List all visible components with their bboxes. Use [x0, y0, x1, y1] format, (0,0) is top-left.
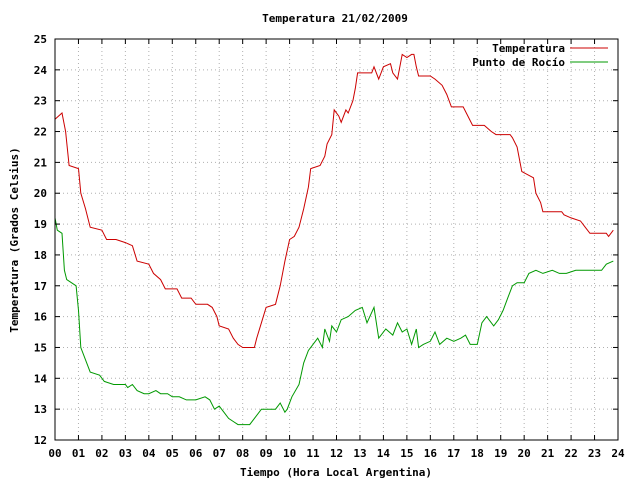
y-tick-label: 13: [34, 403, 47, 416]
axis-ticks: 00 01 02 03 04 05 06 07 08 09 10 11 12 13 14 15 16 17 18 19…: [34, 33, 625, 460]
y-tick-label: 16: [34, 311, 48, 324]
x-tick-label: 07: [213, 447, 226, 460]
x-tick-label: 22: [564, 447, 577, 460]
x-tick-label: 21: [541, 447, 555, 460]
x-tick-label: 24: [611, 447, 625, 460]
series-line-punto-de-rocio: [54, 217, 614, 426]
x-tick-label: 14: [377, 447, 391, 460]
series-lines: [54, 53, 614, 426]
x-tick-label: 09: [260, 447, 273, 460]
y-axis-label: Temperatura (Grados Celsius): [8, 147, 21, 332]
x-tick-label: 00: [48, 447, 61, 460]
x-axis-label: Tiempo (Hora Local Argentina): [240, 466, 432, 479]
legend-label-temperatura: Temperatura: [492, 42, 565, 55]
x-tick-label: 18: [471, 447, 484, 460]
legend: Temperatura Punto de Rocío: [472, 42, 608, 69]
x-tick-label: 12: [330, 447, 343, 460]
y-tick-label: 21: [34, 156, 48, 169]
y-tick-label: 19: [34, 218, 47, 231]
x-tick-label: 11: [306, 447, 320, 460]
x-tick-label: 08: [236, 447, 249, 460]
x-tick-label: 01: [72, 447, 86, 460]
y-tick-label: 15: [34, 341, 47, 354]
y-tick-label: 25: [34, 33, 47, 46]
y-tick-label: 20: [34, 187, 47, 200]
y-tick-label: 14: [34, 372, 48, 385]
x-tick-label: 03: [119, 447, 132, 460]
y-tick-label: 23: [34, 95, 47, 108]
x-tick-label: 19: [494, 447, 507, 460]
grid: [55, 39, 618, 440]
legend-label-punto-de-rocio: Punto de Rocío: [472, 56, 565, 69]
x-tick-label: 13: [353, 447, 366, 460]
x-tick-label: 02: [95, 447, 108, 460]
y-tick-label: 18: [34, 249, 47, 262]
x-tick-label: 15: [400, 447, 413, 460]
x-tick-label: 04: [142, 447, 156, 460]
series-line-temperatura: [54, 53, 614, 348]
x-tick-label: 06: [189, 447, 203, 460]
chart-title: Temperatura 21/02/2009: [262, 12, 408, 25]
x-tick-label: 23: [588, 447, 601, 460]
x-tick-label: 05: [166, 447, 179, 460]
x-tick-label: 10: [283, 447, 296, 460]
y-tick-label: 22: [34, 126, 47, 139]
x-tick-label: 16: [424, 447, 438, 460]
x-tick-label: 17: [447, 447, 460, 460]
y-tick-label: 24: [34, 64, 48, 77]
y-tick-label: 12: [34, 434, 47, 447]
x-tick-label: 20: [518, 447, 531, 460]
y-tick-label: 17: [34, 280, 47, 293]
